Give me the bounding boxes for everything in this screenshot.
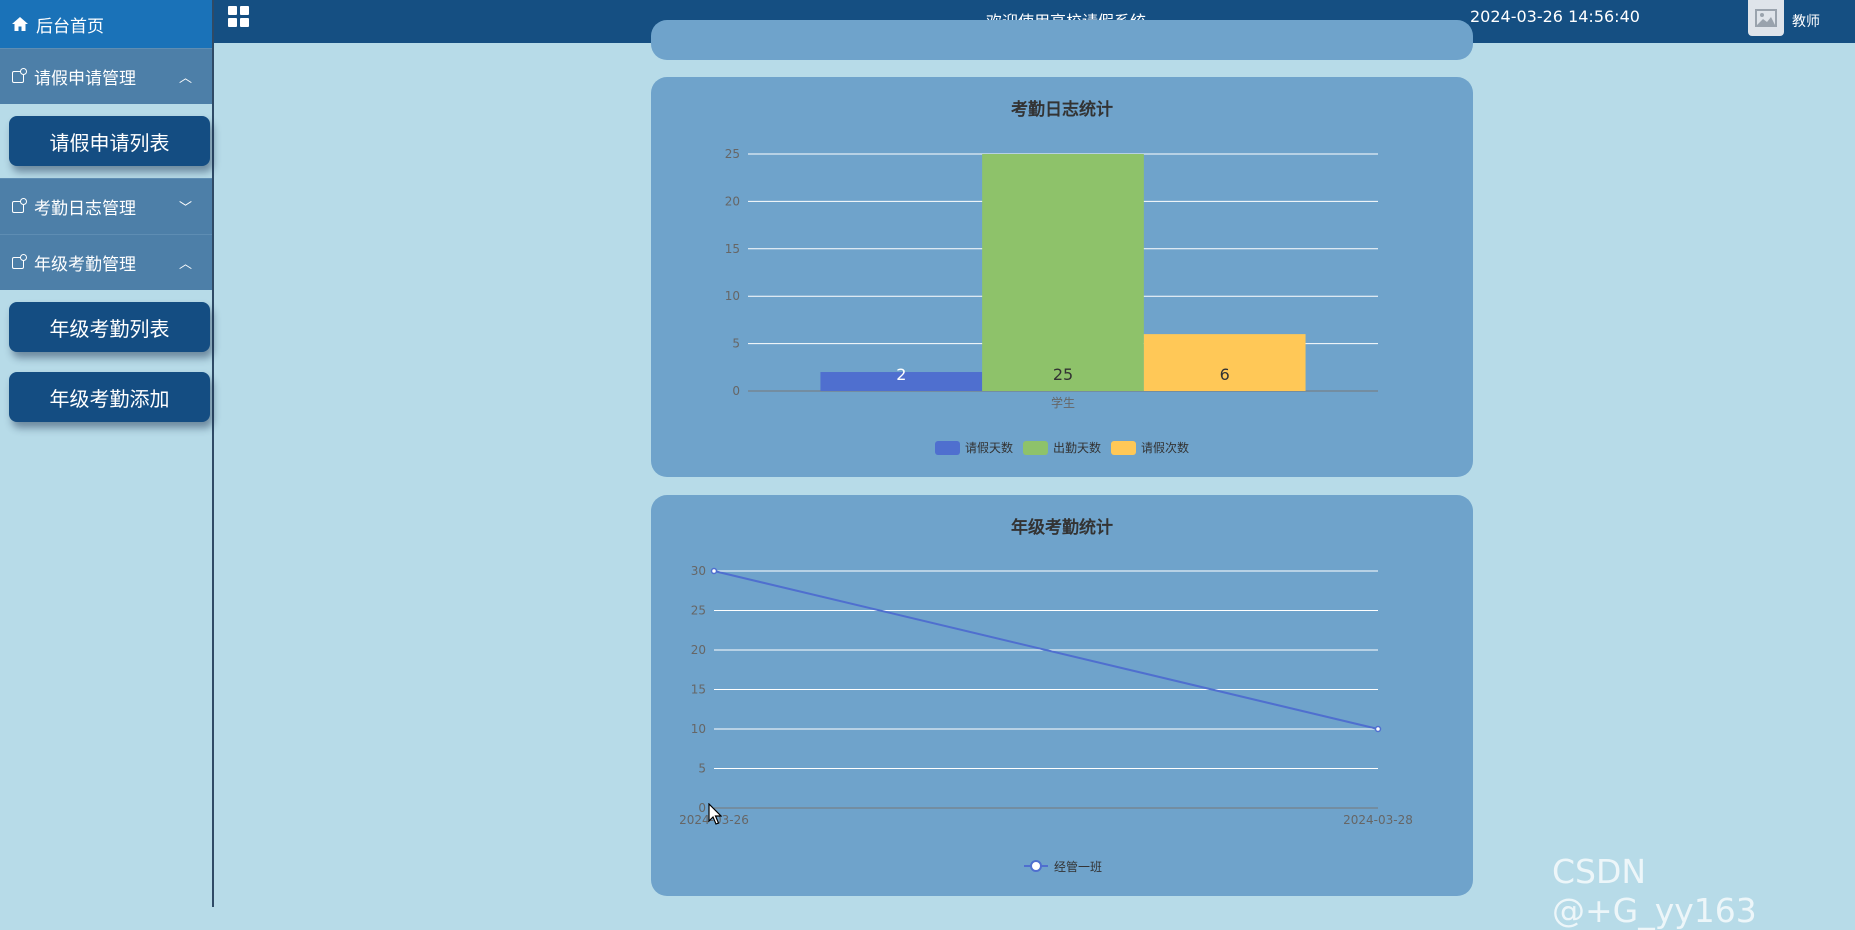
y-tick-label: 10: [691, 722, 706, 736]
sidebar-group-attendance-log[interactable]: 考勤日志管理 ﹀: [0, 178, 212, 234]
header-datetime: 2024-03-26 14:56:40: [1470, 7, 1640, 26]
image-placeholder-icon: [1755, 9, 1777, 27]
sidebar-home-label: 后台首页: [36, 16, 104, 37]
data-point: [1374, 725, 1382, 733]
home-icon: [12, 17, 28, 31]
document-icon: [12, 253, 27, 269]
legend-label: 出勤天数: [1053, 440, 1101, 455]
series-line: [713, 570, 1379, 730]
y-tick-label: 25: [725, 147, 740, 161]
sidebar-item-home[interactable]: 后台首页: [0, 0, 212, 48]
legend-swatch: [1023, 441, 1048, 455]
y-tick-label: 15: [691, 683, 706, 697]
sidebar-group-leave-application[interactable]: 请假申请管理 ︿: [0, 48, 212, 104]
mouse-cursor-icon: [708, 803, 722, 825]
sidebar-item-grade-add[interactable]: 年级考勤添加: [9, 372, 210, 422]
y-tick-label: 0: [698, 801, 706, 815]
y-tick-label: 30: [691, 564, 706, 578]
sidebar-submenu-grade: 年级考勤列表 年级考勤添加: [0, 290, 212, 434]
y-tick-label: 0: [732, 384, 740, 398]
bar-data-label: 2: [896, 365, 906, 384]
y-tick-label: 5: [732, 337, 740, 351]
attendance-log-chart-card: 考勤日志统计 0 5 10 15 20 25 2 25 6 学生请假天数 出勤天数 请假次数: [651, 77, 1473, 477]
y-tick-label: 25: [691, 604, 706, 618]
sidebar-group-label: 年级考勤管理: [34, 255, 136, 275]
legend-label: 经管一班: [1054, 859, 1102, 874]
bar-data-label: 25: [1053, 365, 1073, 384]
legend-label: 请假天数: [965, 440, 1013, 455]
watermark: CSDN @+G_yy163: [1552, 852, 1757, 930]
legend-marker: [1030, 860, 1042, 872]
legend-label: 请假次数: [1141, 440, 1189, 455]
y-tick-label: 20: [691, 643, 706, 657]
sidebar-group-label: 请假申请管理: [34, 69, 136, 89]
data-point: [710, 567, 718, 575]
y-tick-label: 15: [725, 242, 740, 256]
x-tick-label: 2024-03-28: [1343, 813, 1413, 827]
sidebar-submenu-leave: 请假申请列表: [0, 104, 212, 178]
bar: [1143, 334, 1306, 391]
y-tick-label: 20: [725, 194, 740, 208]
y-tick-label: 10: [725, 289, 740, 303]
chevron-down-icon: ﹀: [178, 201, 192, 216]
x-tick-label: 学生: [1051, 395, 1075, 410]
avatar[interactable]: [1748, 0, 1784, 36]
chevron-up-icon: ︿: [178, 257, 192, 272]
bar: [820, 372, 983, 391]
legend-swatch: [935, 441, 960, 455]
y-tick-label: 5: [698, 762, 706, 776]
user-role: 教师: [1792, 14, 1820, 30]
bar: [982, 154, 1144, 391]
chevron-up-icon: ︿: [178, 71, 192, 86]
chart-title: 年级考勤统计: [1011, 518, 1113, 538]
bar-data-label: 6: [1220, 365, 1230, 384]
chart-card-above: [651, 20, 1473, 60]
sidebar-group-grade-attendance[interactable]: 年级考勤管理 ︿: [0, 234, 212, 290]
sidebar-item-leave-list[interactable]: 请假申请列表: [9, 116, 210, 166]
sidebar-item-grade-list[interactable]: 年级考勤列表: [9, 302, 210, 352]
chart-title: 考勤日志统计: [1011, 100, 1113, 120]
grade-attendance-chart-card: 年级考勤统计 0510152025302024-03-262024-03-28经…: [651, 495, 1473, 896]
document-icon: [12, 197, 27, 213]
sidebar: 后台首页 请假申请管理 ︿ 请假申请列表 考勤日志管理 ﹀ 年级考勤管理 ︿ 年…: [0, 0, 214, 907]
legend-swatch: [1111, 441, 1136, 455]
document-icon: [12, 67, 27, 83]
sidebar-group-label: 考勤日志管理: [34, 199, 136, 219]
grid-menu-icon[interactable]: [228, 6, 250, 28]
